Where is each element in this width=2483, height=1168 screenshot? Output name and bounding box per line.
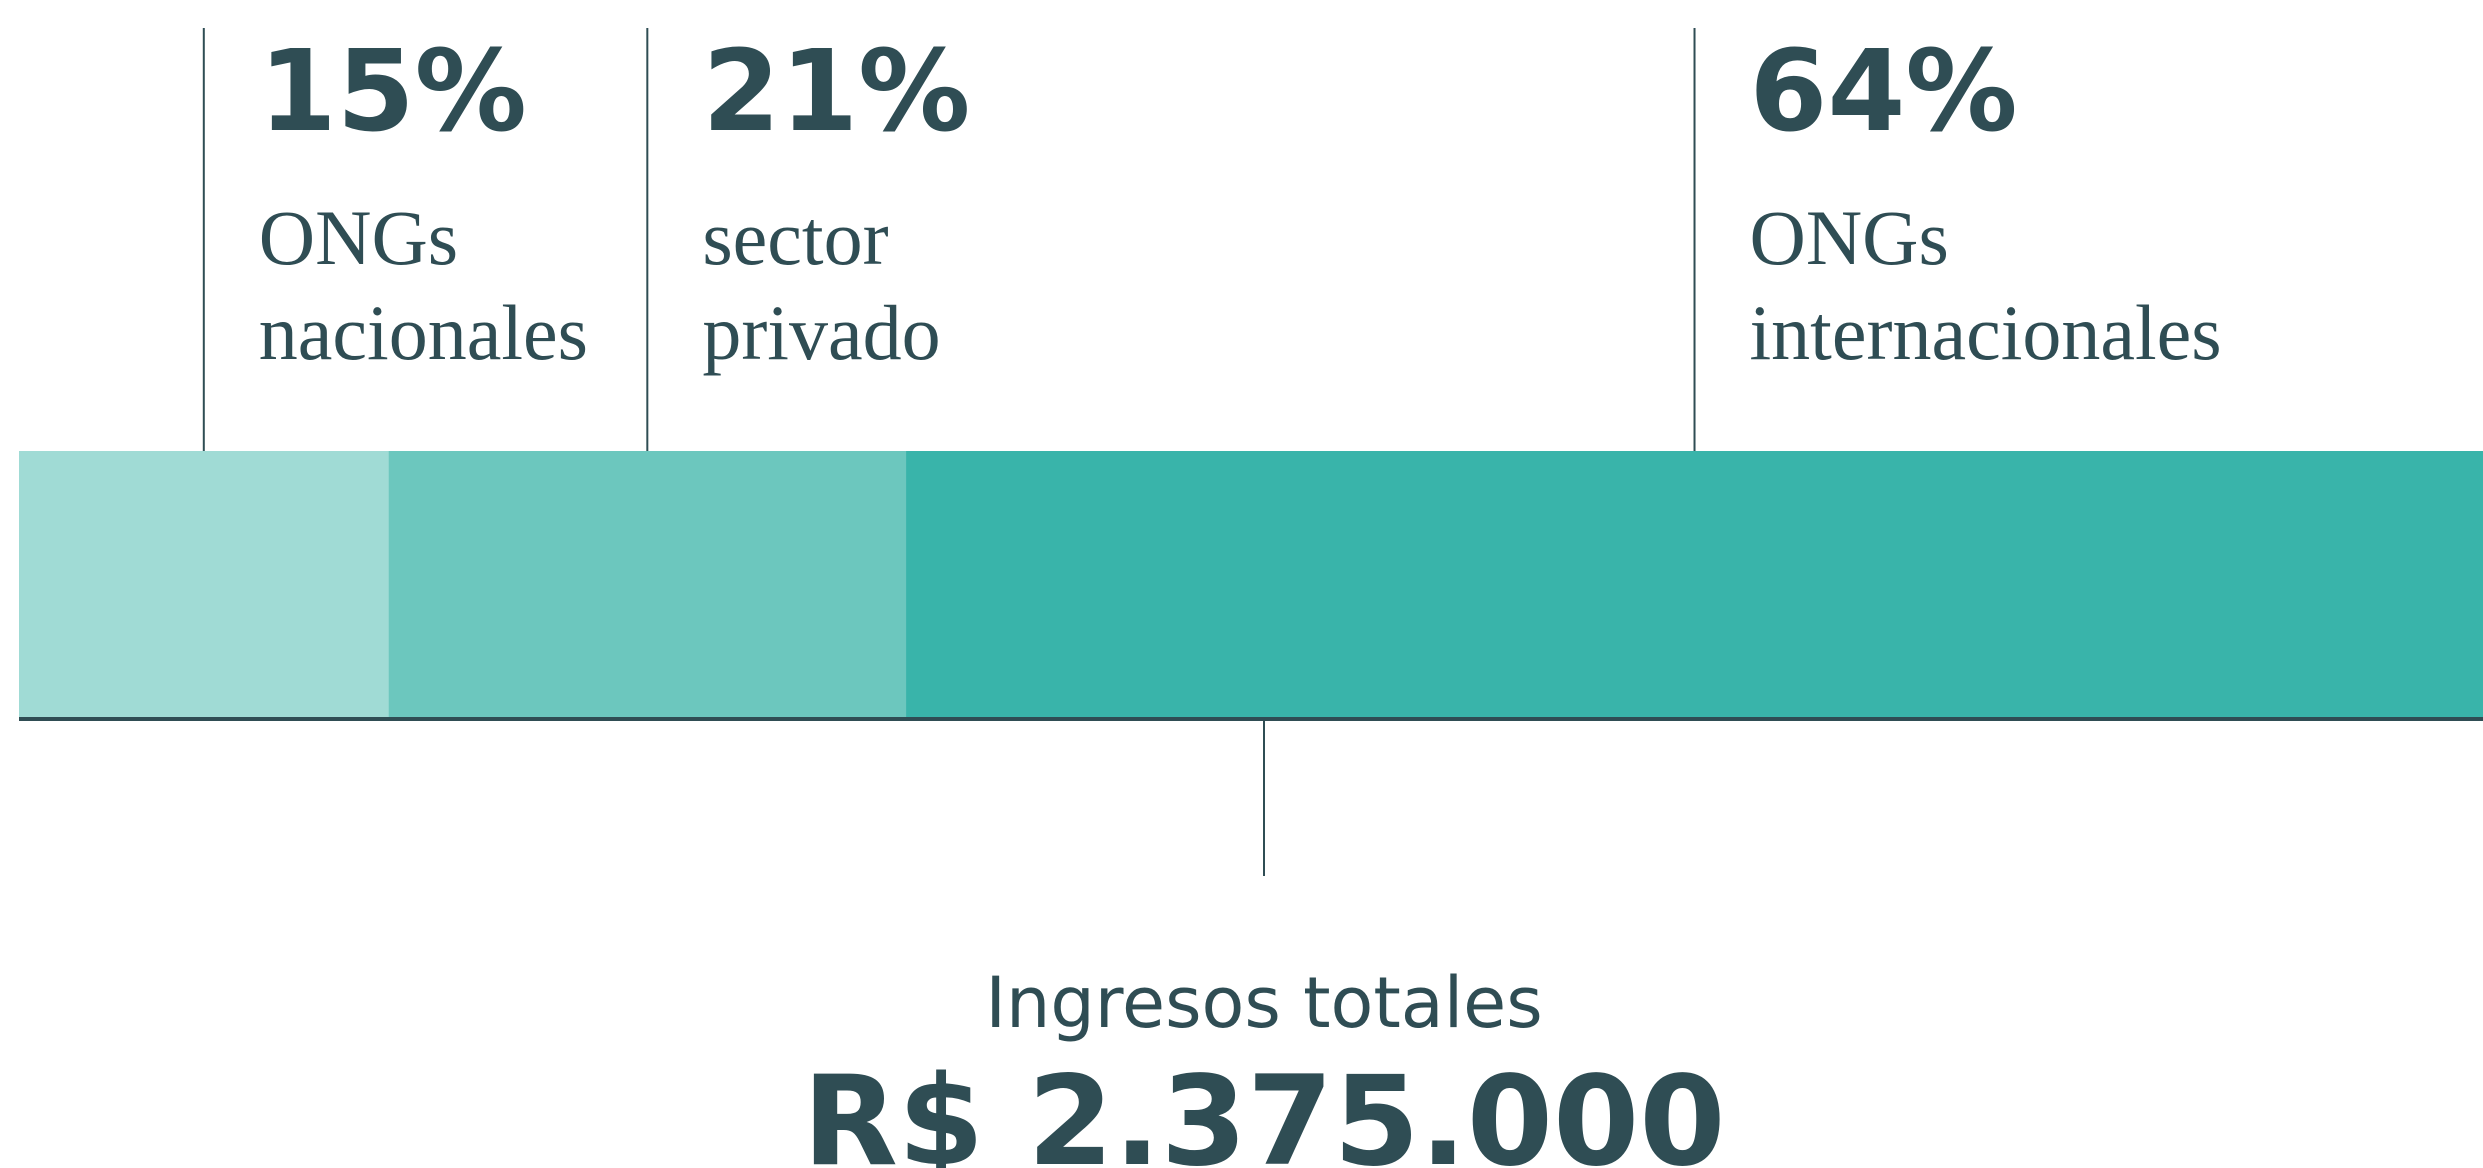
bar-segment xyxy=(19,451,389,717)
bar-segment xyxy=(906,451,2483,717)
category-label: ONGs nacionales xyxy=(258,194,588,376)
value-label: 15% xyxy=(259,27,527,157)
value-label: 21% xyxy=(702,27,970,157)
value-label: 64% xyxy=(1750,27,2018,157)
total-label: Ingresos totales xyxy=(985,962,1542,1044)
total-value: R$ 2.375.000 xyxy=(802,1050,1725,1168)
category-label: ONGs internacionales xyxy=(1749,194,2222,376)
bar-segment xyxy=(388,451,907,717)
category-label: sector privado xyxy=(702,194,941,376)
